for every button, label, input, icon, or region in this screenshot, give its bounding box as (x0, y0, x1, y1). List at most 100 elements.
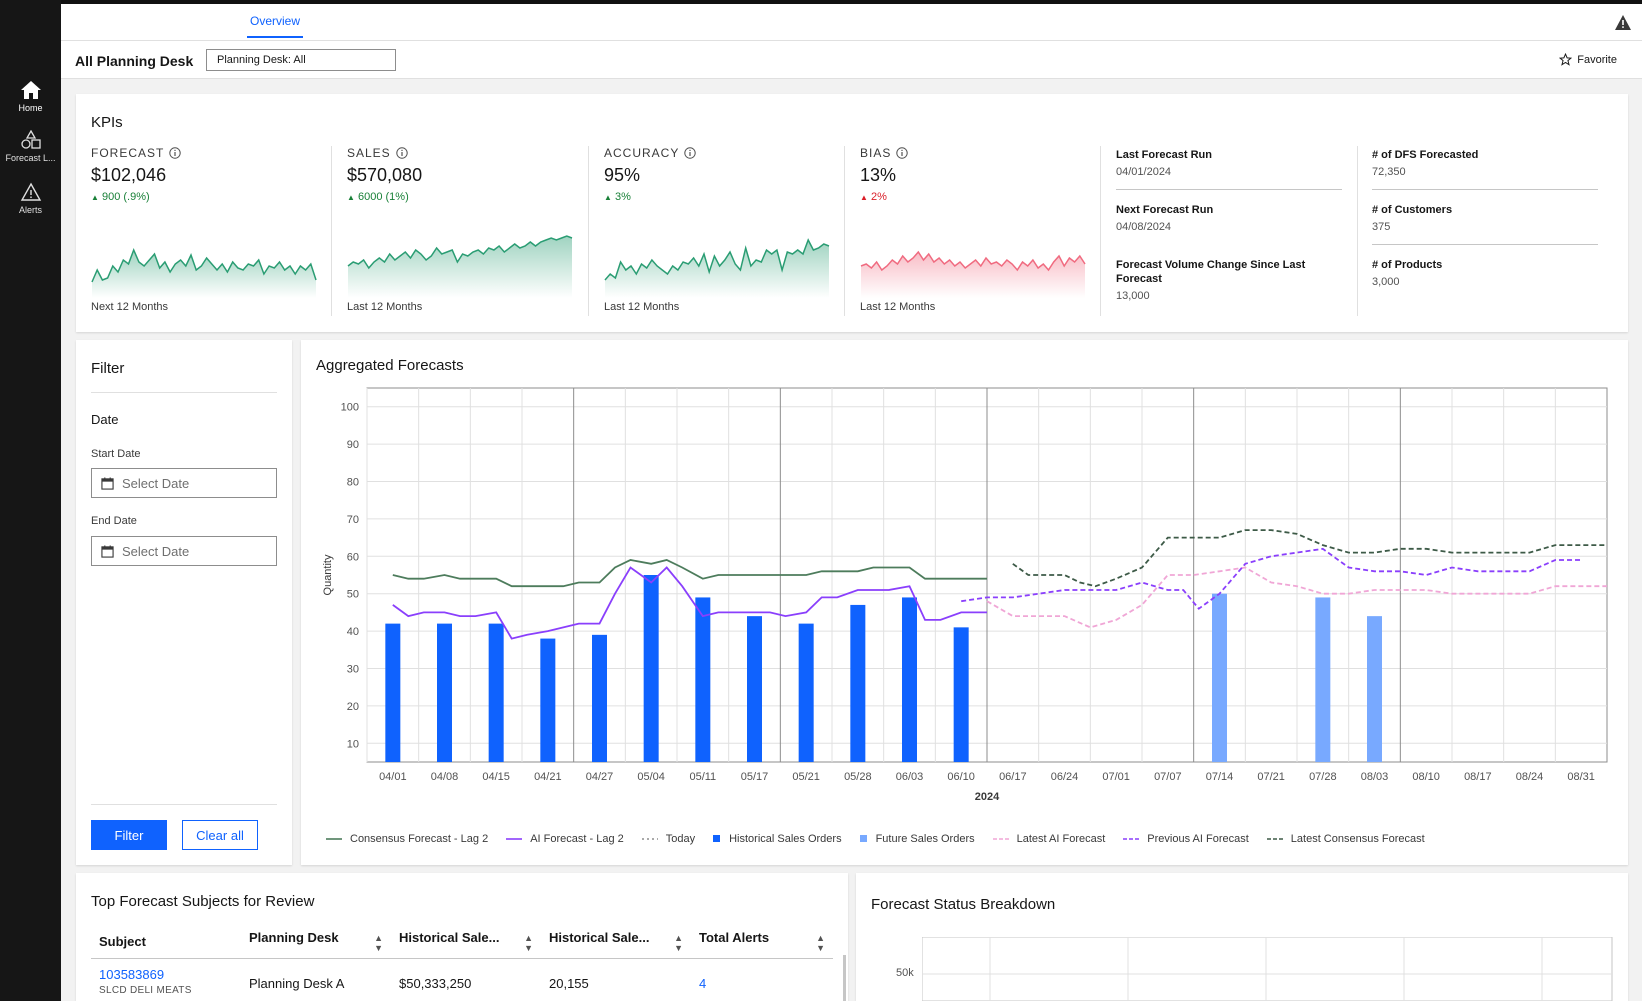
info-icon[interactable] (169, 147, 182, 159)
col-planning-desk[interactable]: Planning Desk ▲ ▼ (241, 926, 391, 959)
legend-label: Historical Sales Orders (729, 833, 842, 845)
end-date-label: End Date (91, 515, 137, 527)
nav-alerts[interactable]: Alerts (0, 182, 61, 215)
favorite-button[interactable]: Favorite (1559, 53, 1617, 66)
y-tick-label: 80 (347, 477, 359, 489)
star-icon (1559, 53, 1573, 66)
legend-label: Consensus Forecast - Lag 2 (350, 833, 489, 845)
y-tick-label: 90 (347, 439, 359, 451)
col-subject[interactable]: Subject (91, 926, 241, 959)
kpi-value: 95% (604, 165, 641, 185)
divider (1116, 189, 1342, 190)
info-icon[interactable] (896, 147, 909, 159)
legend-swatch (326, 837, 342, 841)
bar-historical-sales-orders (385, 623, 401, 762)
x-tick-label: 08/31 (1567, 771, 1595, 783)
table-scrollbar[interactable] (843, 955, 846, 1001)
legend-item[interactable]: Today (641, 833, 696, 845)
y-axis-label: Quantity (322, 554, 334, 595)
forecast-status-title: Forecast Status Breakdown (871, 896, 1056, 913)
kpi-label: SALES (347, 146, 577, 160)
x-tick-label: 06/10 (947, 771, 975, 783)
bar-historical-sales-orders (695, 597, 711, 762)
line-latest-ai-forecast (986, 566, 1607, 629)
home-icon (20, 81, 41, 99)
legend-label: Latest Consensus Forecast (1290, 833, 1425, 845)
subject-link[interactable]: 103583869 (99, 966, 165, 982)
legend-item[interactable]: Consensus Forecast - Lag 2 (326, 833, 488, 845)
sparkline-chart (347, 235, 573, 298)
kpi-period: Next 12 Months (91, 301, 169, 313)
x-tick-label: 04/08 (431, 771, 459, 783)
bar-future-sales-orders (1367, 616, 1382, 762)
x-tick-label: 08/24 (1516, 771, 1544, 783)
calendar-icon (101, 544, 114, 558)
sparkline-chart (860, 250, 1086, 298)
nav-forecast[interactable]: Forecast L... (0, 130, 61, 163)
y-tick-label: 60 (347, 551, 359, 563)
end-date-placeholder: Select Date (122, 543, 190, 559)
kpi-bias: BIAS 13% ▲ 2% Last 12 Months (860, 146, 1090, 316)
favorite-label: Favorite (1577, 53, 1617, 66)
x-tick-label: 04/21 (534, 771, 562, 783)
x-tick-label: 05/17 (741, 771, 769, 783)
legend-swatch (713, 835, 721, 843)
end-date-input[interactable]: Select Date (91, 536, 277, 566)
divider (331, 146, 332, 316)
y-tick-label: 50k (896, 967, 914, 979)
x-tick-label: 08/10 (1412, 771, 1440, 783)
kpis-title: KPIs (91, 114, 123, 131)
clear-all-button[interactable]: Clear all (182, 820, 258, 850)
historical-sales-cell: 20,155 (549, 975, 589, 991)
bar-historical-sales-orders (488, 623, 504, 762)
bar-historical-sales-orders (437, 623, 452, 762)
col-historical-sales-1[interactable]: Historical Sale... ▲ ▼ (391, 926, 541, 959)
info-icon[interactable] (396, 147, 408, 159)
y-tick-label: 100 (341, 402, 359, 414)
x-tick-label: 05/21 (792, 771, 820, 783)
calendar-icon (101, 476, 114, 490)
info-icon[interactable] (684, 147, 697, 159)
trend-arrow-icon: ▲ (91, 193, 99, 202)
info-value: 04/01/2024 (1116, 166, 1172, 178)
legend-item[interactable]: AI Forecast - Lag 2 (506, 833, 624, 845)
forecast-status-chart (922, 937, 1613, 1001)
kpis-card: KPIs FORECAST $102,046 ▲ 900 (.9%) Next 12 … (76, 94, 1628, 332)
table-header-row: Subject Planning Desk ▲ ▼ Historical Sale.… (91, 926, 833, 959)
chart-title: Aggregated Forecasts (316, 357, 464, 374)
legend-item[interactable]: Future Sales Orders (859, 833, 975, 845)
tab-overview[interactable]: Overview (247, 14, 303, 38)
filter-button[interactable]: Filter (91, 820, 167, 850)
col-historical-sales-2[interactable]: Historical Sale... ▲ ▼ (541, 926, 691, 959)
legend-label: Latest AI Forecast (1016, 833, 1106, 845)
shapes-icon (20, 130, 41, 149)
legend-item[interactable]: Previous AI Forecast (1123, 833, 1249, 845)
legend-item[interactable]: Latest Consensus Forecast (1266, 833, 1425, 845)
planning-desk-select[interactable]: Planning Desk: All (206, 49, 396, 71)
divider (1372, 244, 1598, 245)
y-tick-label: 40 (347, 626, 359, 638)
table-row[interactable]: 103583869 SLCD DELI MEATS Planning Desk A… (91, 958, 833, 996)
warning-icon[interactable] (1614, 14, 1632, 31)
trend-arrow-icon: ▲ (604, 193, 612, 202)
legend-item[interactable]: Latest AI Forecast (992, 833, 1106, 845)
nav-home[interactable]: Home (0, 80, 61, 113)
legend-label: Future Sales Orders (875, 833, 975, 845)
col-total-alerts[interactable]: Total Alerts ▲ ▼ (691, 926, 833, 959)
forecast-status-card: Forecast Status Breakdown 50k (856, 873, 1628, 1001)
sparkline-area (605, 240, 829, 298)
y-tick-label: 10 (347, 738, 359, 750)
legend-item[interactable]: Historical Sales Orders (713, 833, 842, 845)
legend-label: Today (665, 833, 696, 845)
info-title: Forecast Volume Change Since Last Foreca… (1116, 259, 1306, 285)
sort-icon: ▲ ▼ (524, 933, 533, 954)
start-date-input[interactable]: Select Date (91, 468, 277, 498)
total-alerts-link[interactable]: 4 (699, 975, 707, 991)
x-tick-label: 04/27 (586, 771, 614, 783)
kpi-value: 13% (860, 165, 897, 185)
sparkline-area (92, 250, 316, 298)
x-axis-label: 2024 (975, 791, 1000, 803)
kpi-value: $570,080 (347, 165, 423, 185)
bar-historical-sales-orders (747, 616, 762, 762)
